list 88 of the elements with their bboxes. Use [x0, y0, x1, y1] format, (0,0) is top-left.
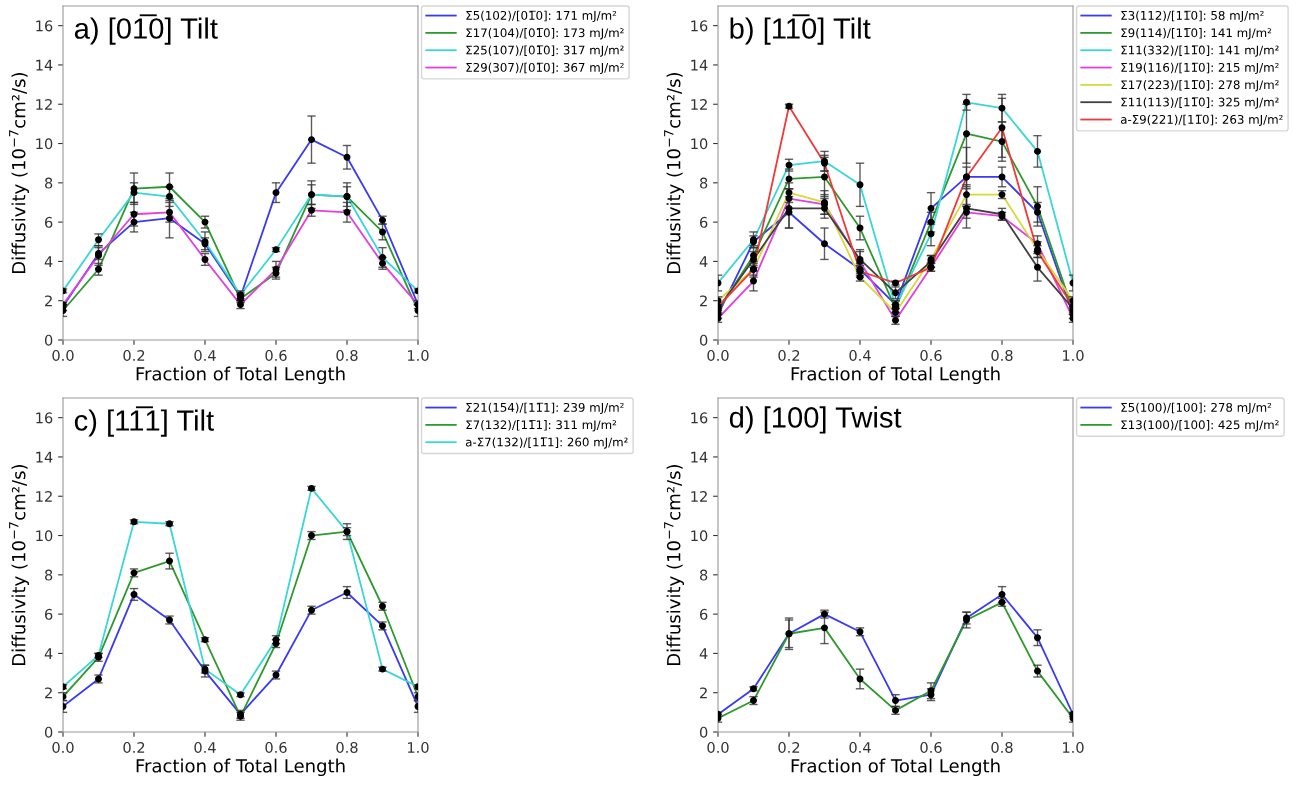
x-tick-label: 0.6	[265, 741, 287, 754]
x-tick-label: 0.4	[194, 349, 216, 362]
chart-title: d) [100] Twist	[729, 406, 902, 434]
x-tick-label: 1.0	[408, 741, 429, 754]
y-tick-label: 10	[36, 530, 53, 542]
y-tick-label: 12	[691, 98, 707, 110]
x-axis-title: Fraction of Total Length	[791, 758, 1000, 777]
x-tick-label: 1.0	[1063, 349, 1084, 362]
y-tick-label: 6	[700, 216, 708, 228]
y-axis-title: Diffusivity (10$^{−7}$cm²/s)	[664, 464, 684, 665]
y-tick-label: 8	[699, 569, 708, 581]
x-tick-label: 0.8	[336, 741, 358, 754]
y-tick-label: 0	[44, 726, 53, 738]
y-tick-label: 14	[691, 59, 708, 71]
legend-label: Σ25(107)/[01̅0]: 317 mJ/m²	[466, 45, 624, 57]
y-tick-label: 12	[36, 98, 52, 110]
x-tick-label: 0.0	[52, 741, 74, 754]
x-tick-label: 0.2	[778, 349, 800, 362]
y-tick-label: 12	[691, 490, 707, 502]
legend-label: Σ21(154)/[11̅1]: 239 mJ/m²	[466, 402, 624, 415]
legend-label: Σ19(116)/[11̅0]: 215 mJ/m²	[1121, 62, 1279, 75]
y-tick-label: 16	[36, 412, 53, 424]
y-tick-label: 6	[45, 608, 53, 620]
x-tick-label: 0.6	[265, 349, 287, 362]
y-tick-label: 0	[699, 726, 708, 738]
x-tick-label: 0.2	[778, 741, 800, 754]
y-tick-label: 16	[691, 412, 708, 424]
x-tick-label: 0.0	[707, 349, 729, 362]
y-tick-label: 14	[691, 451, 708, 463]
x-tick-label: 0.4	[849, 741, 871, 754]
y-tick-label: 4	[44, 648, 53, 659]
legend-label: Σ5(102)/[01̅0]: 171 mJ/m²	[466, 10, 617, 23]
x-tick-label: 0.2	[123, 349, 145, 362]
y-tick-label: 8	[44, 569, 53, 581]
y-tick-label: 8	[699, 177, 708, 189]
y-tick-label: 6	[45, 216, 53, 228]
y-tick-label: 4	[699, 648, 708, 659]
y-tick-label: 6	[700, 608, 708, 620]
legend-label: Σ9(114)/[11̅0]: 141 mJ/m²	[1121, 28, 1272, 40]
y-tick-label: 16	[36, 20, 53, 32]
x-axis-title: Fraction of Total Length	[791, 366, 1000, 385]
x-tick-label: 0.4	[849, 349, 871, 362]
x-tick-label: 0.4	[194, 741, 216, 754]
x-tick-label: 0.8	[991, 349, 1013, 362]
y-tick-label: 14	[36, 59, 53, 71]
y-tick-label: 10	[691, 138, 708, 150]
x-tick-label: 0.2	[123, 741, 145, 754]
legend-label: Σ7(132)/[11̅1]: 311 mJ/m²	[466, 420, 617, 432]
y-axis-title: Diffusivity (10$^{−7}$cm²/s)	[9, 464, 29, 665]
legend-label: Σ29(307)/[01̅0]: 367 mJ/m²	[466, 62, 624, 75]
y-tick-label: 10	[36, 138, 53, 150]
legend-label: Σ11(113)/[11̅0]: 325 mJ/m²	[1121, 97, 1279, 109]
y-tick-label: 2	[700, 295, 707, 307]
y-tick-label: 16	[691, 20, 708, 32]
y-tick-label: 12	[36, 490, 52, 502]
y-tick-label: 2	[700, 687, 707, 699]
x-tick-label: 1.0	[408, 349, 429, 362]
y-tick-label: 0	[699, 334, 708, 346]
legend-label: Σ13(100)/[100]: 425 mJ/m²	[1121, 420, 1279, 432]
y-axis-title: Diffusivity (10$^{−7}$cm²/s)	[9, 72, 29, 273]
y-axis-title: Diffusivity (10$^{−7}$cm²/s)	[664, 72, 684, 273]
x-tick-label: 0.8	[991, 741, 1013, 754]
chart-title: a) [01̅0] Tilt	[74, 14, 218, 45]
x-axis-title: Fraction of Total Length	[136, 366, 345, 385]
x-tick-label: 0.0	[52, 349, 74, 362]
x-tick-label: 0.8	[336, 349, 358, 362]
y-tick-label: 2	[45, 687, 52, 699]
x-tick-label: 0.6	[920, 349, 942, 362]
legend-label: a-Σ9(221)/[11̅0]: 263 mJ/m²	[1120, 114, 1283, 127]
y-tick-label: 2	[45, 295, 52, 307]
legend-label: Σ17(223)/[11̅0]: 278 mJ/m²	[1121, 80, 1279, 92]
legend-label: a-Σ7(132)/[11̅1]: 260 mJ/m²	[465, 437, 628, 449]
y-tick-label: 0	[44, 334, 53, 346]
legend-label: Σ11(332)/[11̅0]: 141 mJ/m²	[1121, 45, 1279, 57]
legend-label: Σ17(104)/[01̅0]: 173 mJ/m²	[466, 28, 624, 40]
x-tick-label: 1.0	[1063, 741, 1084, 754]
y-tick-label: 4	[699, 256, 708, 267]
chart-title: c) [11̅1] Tilt	[74, 406, 214, 437]
x-tick-label: 0.6	[920, 741, 942, 754]
x-tick-label: 0.0	[707, 741, 729, 754]
y-tick-label: 4	[44, 256, 53, 267]
legend-label: Σ5(100)/[100]: 278 mJ/m²	[1121, 402, 1272, 415]
y-tick-label: 10	[691, 530, 708, 542]
y-tick-label: 14	[36, 451, 53, 463]
x-axis-title: Fraction of Total Length	[136, 758, 345, 777]
y-tick-label: 8	[44, 177, 53, 189]
chart-title: b) [11̅0] Tilt	[730, 14, 871, 45]
legend-label: Σ3(112)/[11̅0]: 58 mJ/m²	[1121, 10, 1264, 23]
